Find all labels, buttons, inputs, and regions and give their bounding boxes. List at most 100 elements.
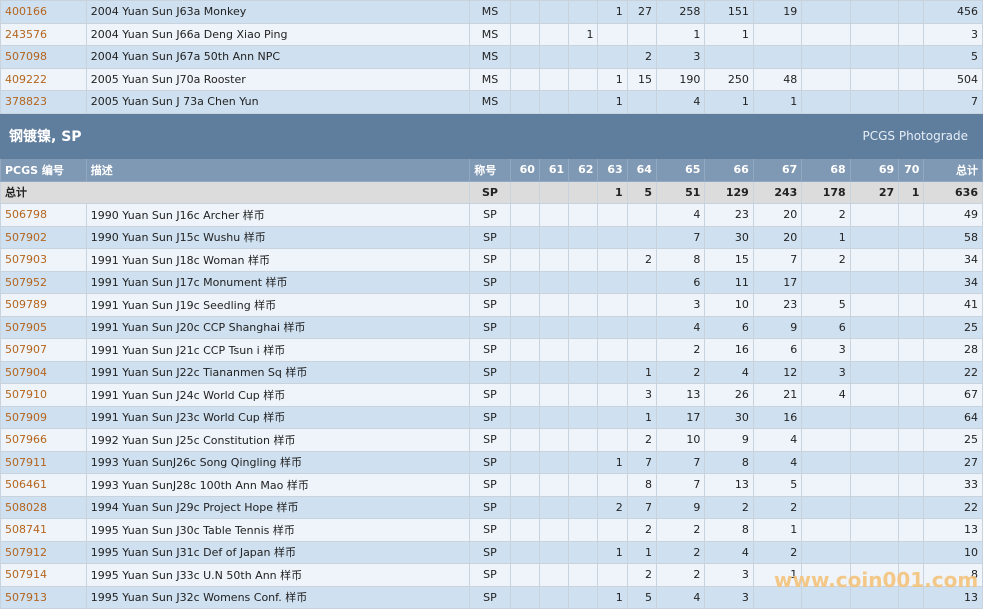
pcgs-id-link[interactable]: 507952 — [5, 275, 47, 289]
pcgs-id-link[interactable]: 507904 — [5, 365, 47, 379]
header-total[interactable]: 总计 — [923, 157, 983, 182]
header-grade-64[interactable]: 64 — [626, 157, 657, 182]
designation-cell: MS — [469, 0, 511, 24]
header-pcgs-id[interactable]: PCGS 编号 — [0, 157, 87, 182]
watermark: www.coin001.com — [774, 568, 979, 592]
grade-count-cell — [898, 540, 925, 564]
grade-count-cell — [626, 225, 657, 249]
pcgs-id-link[interactable]: 507966 — [5, 433, 47, 447]
grade-count-cell: 2 — [597, 495, 628, 519]
photograde-link[interactable]: PCGS Photograde — [704, 112, 983, 159]
grade-count-cell — [538, 90, 570, 114]
pcgs-id-link[interactable]: 507909 — [5, 410, 47, 424]
grade-count-cell — [849, 450, 900, 474]
grade-count-cell: 16 — [752, 405, 803, 429]
pcgs-id-link[interactable]: 507911 — [5, 455, 47, 469]
grade-count-cell — [801, 405, 851, 429]
grade-count-cell — [626, 315, 657, 339]
header-grade-70[interactable]: 70 — [898, 157, 925, 182]
grade-count-cell: 12 — [752, 360, 803, 384]
description-cell: 2004 Yuan Sun J63a Monkey — [85, 0, 471, 24]
row-total-cell: 25 — [923, 315, 983, 339]
grade-count-cell — [898, 383, 925, 407]
pcgs-id-link[interactable]: 400166 — [5, 5, 47, 19]
grade-count-cell — [898, 563, 925, 587]
table-row: 507910 1991 Yuan Sun J24c World Cup 样币 SP 3… — [0, 383, 983, 407]
grade-count-cell — [509, 338, 540, 362]
table-row: 506798 1990 Yuan Sun J16c Archer 样币 SP 4 23 2… — [0, 203, 983, 227]
pcgs-id-link[interactable]: 507912 — [5, 545, 47, 559]
grade-count-cell: 6 — [704, 315, 754, 339]
row-total-cell: 27 — [923, 450, 983, 474]
grade-count-cell — [568, 585, 599, 609]
grade-count-cell — [597, 518, 628, 542]
header-grade-61[interactable]: 61 — [538, 157, 570, 182]
pcgs-id-link[interactable]: 409222 — [5, 72, 47, 86]
grade-count-cell — [568, 315, 599, 339]
header-grade-63[interactable]: 63 — [597, 157, 628, 182]
grade-count-cell — [538, 22, 570, 46]
pcgs-id-link[interactable]: 507905 — [5, 320, 47, 334]
header-grade-65[interactable]: 65 — [655, 157, 706, 182]
pcgs-id-link[interactable]: 506461 — [5, 478, 47, 492]
pcgs-id-link[interactable]: 507914 — [5, 568, 47, 582]
table-row: 507952 1991 Yuan Sun J17c Monument 样币 SP 6 1… — [0, 270, 983, 294]
pcgs-id-link[interactable]: 507907 — [5, 343, 47, 357]
grade-count-cell — [509, 360, 540, 384]
grade-count-cell — [538, 270, 570, 294]
pcgs-id-link[interactable]: 508741 — [5, 523, 47, 537]
grade-count-cell — [568, 428, 599, 452]
description-cell: 1990 Yuan Sun J16c Archer 样币 — [85, 203, 471, 227]
pcgs-id-link[interactable]: 243576 — [5, 27, 47, 41]
header-grade-60[interactable]: 60 — [509, 157, 540, 182]
row-total-cell: 58 — [923, 225, 983, 249]
designation-cell: SP — [469, 450, 511, 474]
pcgs-id-link[interactable]: 507910 — [5, 388, 47, 402]
grade-count-cell — [898, 315, 925, 339]
pcgs-id-link[interactable]: 507902 — [5, 230, 47, 244]
header-grade-69[interactable]: 69 — [849, 157, 900, 182]
grade-count-cell: 2 — [626, 248, 657, 272]
pcgs-id-link[interactable]: 506798 — [5, 208, 47, 222]
pcgs-id-link[interactable]: 378823 — [5, 95, 47, 109]
header-designation[interactable]: 称号 — [469, 157, 511, 182]
grade-count-cell: 2 — [655, 360, 706, 384]
pcgs-id-link[interactable]: 509789 — [5, 298, 47, 312]
grade-count-cell — [509, 248, 540, 272]
grade-count-cell: 1 — [752, 518, 803, 542]
table-row: 507913 1995 Yuan Sun J32c Womens Conf. 样币… — [0, 585, 983, 609]
header-grade-68[interactable]: 68 — [801, 157, 851, 182]
grade-count-cell — [568, 450, 599, 474]
pcgs-id-link[interactable]: 507098 — [5, 50, 47, 64]
designation-cell: SP — [469, 495, 511, 519]
grade-count-cell — [898, 450, 925, 474]
table-row: 507902 1990 Yuan Sun J15c Wushu 样币 SP 7 30 20… — [0, 225, 983, 249]
row-total-cell: 41 — [923, 293, 983, 317]
grade-count-cell — [538, 45, 570, 69]
header-grade-66[interactable]: 66 — [704, 157, 754, 182]
grade-count-cell — [597, 360, 628, 384]
grade-count-cell: 9 — [752, 315, 803, 339]
grade-count-cell — [509, 315, 540, 339]
table-row: 507903 1991 Yuan Sun J18c Woman 样币 SP 2 8 15 7… — [0, 248, 983, 272]
pcgs-id-link[interactable]: 507903 — [5, 253, 47, 267]
grade-count-cell: 10 — [655, 428, 706, 452]
grade-count-cell: 1 — [626, 360, 657, 384]
grade-count-cell: 1 — [801, 225, 851, 249]
grade-count-cell — [849, 22, 900, 46]
pcgs-id-cell: 378823 — [0, 90, 87, 114]
grade-count-cell: 1 — [597, 90, 628, 114]
header-grade-62[interactable]: 62 — [568, 157, 599, 182]
grade-count-cell — [898, 428, 925, 452]
grade-count-cell: 3 — [655, 45, 706, 69]
designation-cell: MS — [469, 45, 511, 69]
pcgs-id-link[interactable]: 508028 — [5, 500, 47, 514]
grade-count-cell: 151 — [704, 0, 754, 24]
pcgs-id-link[interactable]: 507913 — [5, 590, 47, 604]
pcgs-id-cell: 507904 — [0, 360, 87, 384]
header-grade-67[interactable]: 67 — [752, 157, 803, 182]
section-title: 钢镀镍, SP — [0, 112, 706, 159]
header-description[interactable]: 描述 — [85, 157, 471, 182]
grade-count-cell — [597, 270, 628, 294]
grade-count-cell — [626, 270, 657, 294]
